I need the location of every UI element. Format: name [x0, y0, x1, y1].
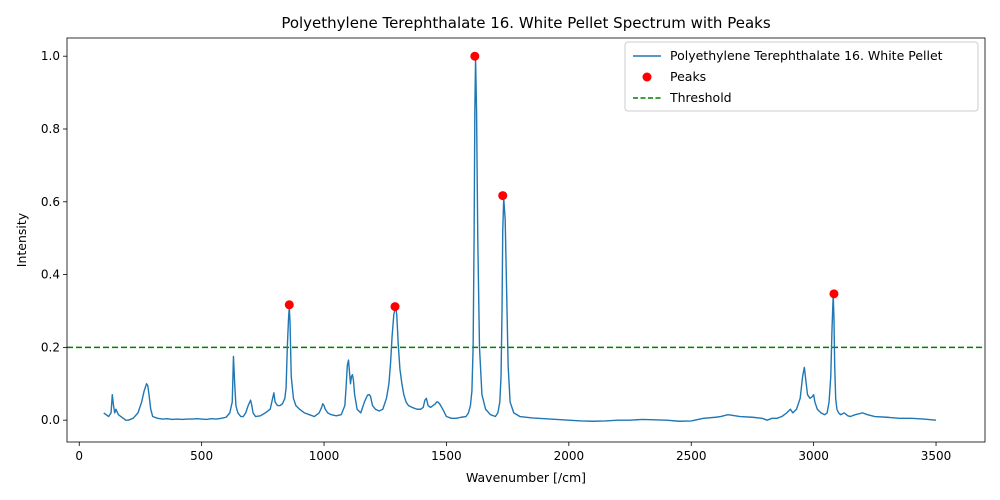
peak-point	[284, 300, 294, 310]
peak-point	[498, 191, 508, 201]
x-tick-label: 3000	[798, 449, 829, 463]
legend-peaks-swatch	[642, 72, 652, 82]
x-tick-label: 0	[75, 449, 83, 463]
peak-point	[470, 51, 480, 61]
y-tick-label: 0.8	[41, 122, 60, 136]
legend-spectrum-label: Polyethylene Terephthalate 16. White Pel…	[670, 48, 943, 63]
y-tick-label: 0.2	[41, 340, 60, 354]
legend-peaks-label: Peaks	[670, 69, 706, 84]
x-axis: 0 500 1000 1500 2000 2500 3000 3500	[75, 442, 951, 463]
x-axis-label: Wavenumber [/cm]	[466, 470, 586, 485]
x-tick-label: 2000	[554, 449, 585, 463]
peak-point	[829, 289, 839, 299]
legend: Polyethylene Terephthalate 16. White Pel…	[624, 41, 979, 112]
x-tick-label: 1000	[309, 449, 340, 463]
plot-frame	[66, 37, 986, 443]
line-layer	[103, 57, 937, 422]
spectrum-line	[103, 57, 937, 422]
chart-title: Polyethylene Terephthalate 16. White Pel…	[281, 14, 771, 32]
x-tick-label: 3500	[921, 449, 952, 463]
plot-area	[67, 51, 985, 422]
y-tick-label: 0.6	[41, 195, 60, 209]
y-axis: 0.0 0.2 0.4 0.6 0.8 1.0	[41, 49, 67, 427]
y-tick-label: 1.0	[41, 49, 60, 63]
peak-point	[390, 302, 400, 312]
x-tick-label: 2500	[676, 449, 707, 463]
peaks-layer	[284, 51, 839, 312]
legend-threshold-label: Threshold	[669, 90, 732, 105]
y-tick-label: 0.0	[41, 413, 60, 427]
x-tick-label: 1500	[431, 449, 462, 463]
legend-box	[624, 41, 979, 112]
y-tick-label: 0.4	[41, 268, 60, 282]
x-tick-label: 500	[190, 449, 213, 463]
y-axis-label: Intensity	[14, 212, 29, 267]
